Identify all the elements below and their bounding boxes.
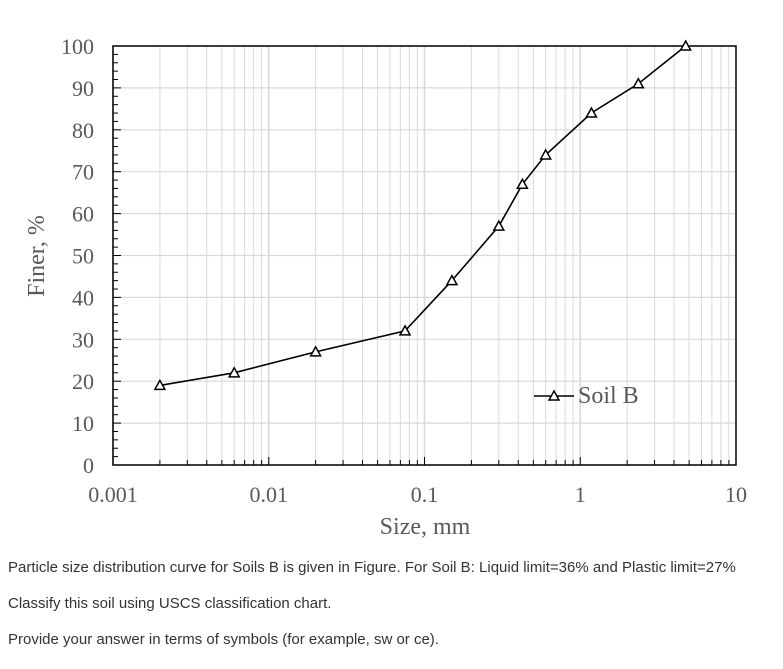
- data-point-triangle: [492, 219, 506, 231]
- y-tick-label: 100: [61, 34, 94, 59]
- legend: Soil B: [534, 383, 639, 409]
- x-axis-tick-labels: 0.001 0.01 0.1 1 10: [88, 482, 747, 507]
- x-axis-title: Size, mm: [380, 514, 471, 540]
- axis-minor-ticks: [112, 45, 730, 466]
- data-point-triangle: [445, 274, 459, 286]
- question-line-2: Classify this soil using USCS classifica…: [8, 595, 332, 612]
- x-tick-label: 1: [575, 482, 586, 507]
- y-tick-label: 20: [72, 369, 94, 394]
- data-point-triangle: [309, 345, 322, 357]
- y-tick-label: 50: [72, 244, 94, 269]
- series-line: [159, 45, 687, 387]
- data-point-triangle: [153, 378, 167, 391]
- y-axis-tick-labels: 0 10 20 30 40 50 60 70 80 90 100: [61, 34, 94, 478]
- data-point-triangle: [585, 106, 598, 118]
- x-tick-label: 0.1: [411, 482, 439, 507]
- y-tick-label: 40: [72, 285, 94, 310]
- y-tick-label: 90: [72, 76, 94, 101]
- y-tick-label: 70: [72, 160, 94, 185]
- data-point-triangle: [632, 77, 645, 89]
- question-line-1: Particle size distribution curve for Soi…: [8, 559, 736, 576]
- y-tick-label: 0: [83, 453, 94, 478]
- data-point-triangle: [227, 366, 241, 378]
- x-tick-label: 0.001: [88, 482, 138, 507]
- legend-label: Soil B: [578, 383, 639, 409]
- data-point-triangle: [679, 39, 692, 51]
- x-tick-label: 10: [725, 482, 747, 507]
- y-tick-label: 60: [72, 202, 94, 227]
- data-point-triangle: [516, 177, 529, 190]
- x-tick-label: 0.01: [250, 482, 289, 507]
- y-axis-title: Finer, %: [24, 215, 50, 297]
- chart: 0 10 20 30 40 50 60 70 80 90 100 0.001 0.01 0.1 1 10 S…: [24, 34, 747, 540]
- y-tick-label: 80: [72, 118, 94, 143]
- legend-marker-triangle-icon: [547, 389, 561, 401]
- series-soil-b: [153, 39, 692, 391]
- y-tick-label: 30: [72, 327, 94, 352]
- chart-grid: [112, 45, 736, 466]
- question-line-3: Provide your answer in terms of symbols …: [8, 631, 439, 648]
- data-point-triangle: [539, 148, 552, 160]
- y-tick-label: 10: [72, 411, 94, 436]
- data-point-triangle: [398, 324, 412, 336]
